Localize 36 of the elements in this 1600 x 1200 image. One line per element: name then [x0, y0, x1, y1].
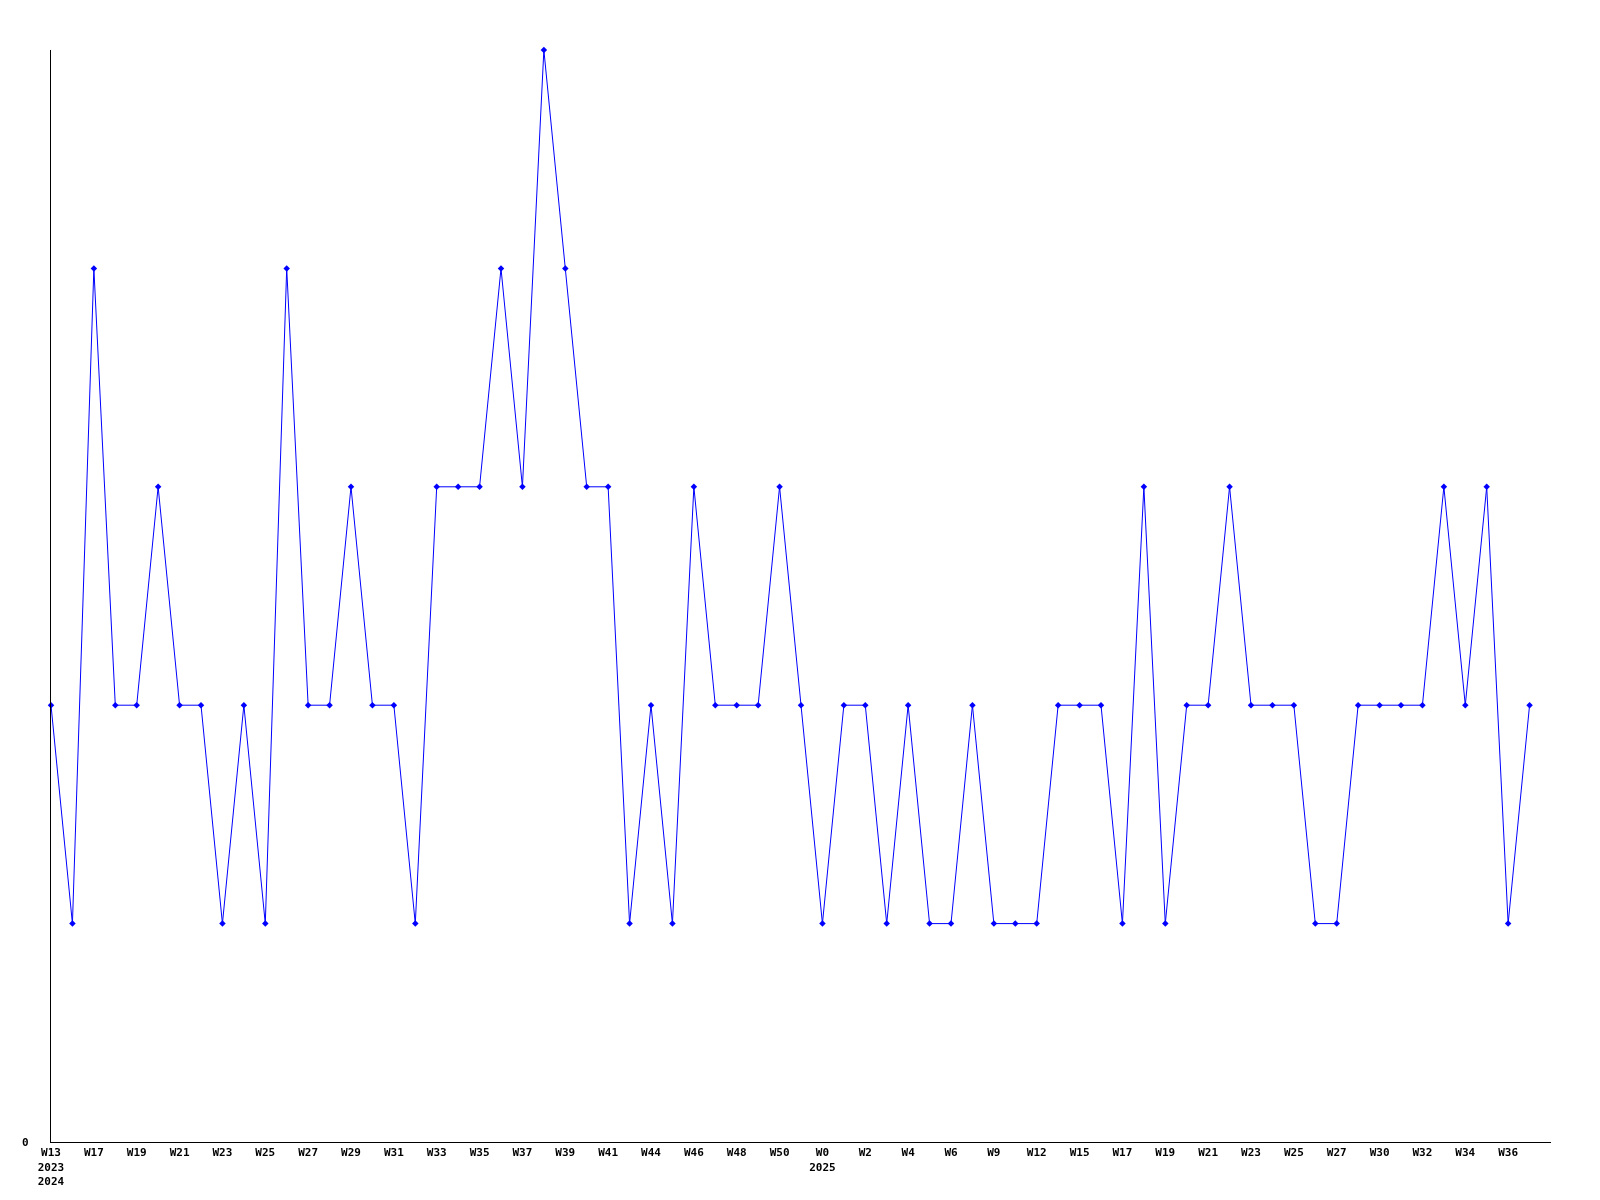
x-tick-label: W44: [641, 1146, 662, 1160]
x-tick-label: W41: [598, 1146, 619, 1160]
x-tick-label: W50: [769, 1146, 790, 1160]
x-tick-label: W25: [1283, 1146, 1304, 1160]
x-tick-label: W4: [901, 1146, 916, 1160]
x-tick-label: W21: [1198, 1146, 1219, 1160]
x-tick-label: W46: [683, 1146, 705, 1160]
x-tick-label: W19: [126, 1146, 147, 1160]
x-tick-label: W13 2023 2024: [37, 1146, 65, 1188]
x-tick-label: W37: [512, 1146, 533, 1160]
x-tick-label: W21: [169, 1146, 190, 1160]
x-tick-label: W33: [426, 1146, 447, 1160]
x-tick-label: W48: [726, 1146, 747, 1160]
x-tick-label: W9: [987, 1146, 1001, 1160]
x-tick-label: W15: [1069, 1146, 1090, 1160]
x-tick-label: W25: [255, 1146, 276, 1160]
x-tick-label: W36: [1498, 1146, 1519, 1160]
x-tick-label: W31: [383, 1146, 405, 1160]
x-tick-label: W34: [1455, 1146, 1476, 1160]
x-tick-label: W35: [469, 1146, 490, 1160]
x-tick-label: W27: [1326, 1146, 1347, 1160]
x-tick-label: W30: [1369, 1146, 1390, 1160]
x-tick-label: W0 2025: [809, 1146, 836, 1174]
text: 0: [22, 1136, 29, 1149]
x-tick-label: W17: [83, 1146, 104, 1160]
x-tick-label: W2: [858, 1146, 872, 1160]
x-tick-label: W17: [1112, 1146, 1133, 1160]
x-tick-label: W12: [1026, 1146, 1047, 1160]
x-tick-label: W32: [1412, 1146, 1433, 1160]
x-tick-label: W19: [1155, 1146, 1176, 1160]
x-tick-label: W39: [555, 1146, 576, 1160]
x-tick-label: W23: [1241, 1146, 1261, 1160]
x-tick-label: W6: [944, 1146, 958, 1160]
x-tick-label: W29: [341, 1146, 361, 1160]
x-tick-label: W23: [212, 1146, 233, 1160]
x-tick-label: W27: [298, 1146, 319, 1160]
